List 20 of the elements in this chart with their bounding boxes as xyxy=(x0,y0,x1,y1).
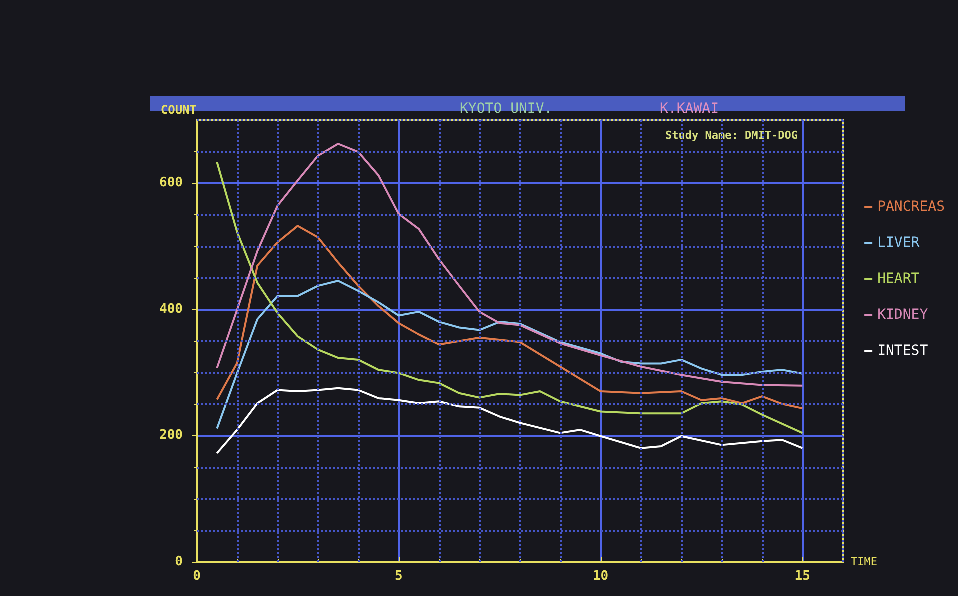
x-tick-label: 5 xyxy=(394,569,403,584)
legend-label: KIDNEY xyxy=(878,307,929,323)
annotation: Study Name: DMIT-DOG xyxy=(666,129,798,142)
line-series xyxy=(216,387,804,454)
line-series xyxy=(216,280,804,430)
y-tick-label: 0 xyxy=(175,554,184,570)
legend-label: LIVER xyxy=(878,235,920,251)
legend-label: INTEST xyxy=(878,343,929,359)
line-series xyxy=(216,161,804,434)
line-series xyxy=(216,225,804,410)
legend-label: PANCREAS xyxy=(878,199,946,215)
x-tick-label: 15 xyxy=(794,569,810,584)
y-tick-label: 400 xyxy=(160,302,184,317)
x-tick-label: 10 xyxy=(592,569,609,584)
y-tick-label: 200 xyxy=(160,428,184,444)
x-tick-label: 0 xyxy=(193,569,202,584)
legend-label: HEART xyxy=(878,271,920,287)
y-tick-label: 600 xyxy=(160,176,184,191)
line-series xyxy=(216,142,804,387)
x-axis-title: TIME xyxy=(851,556,878,568)
